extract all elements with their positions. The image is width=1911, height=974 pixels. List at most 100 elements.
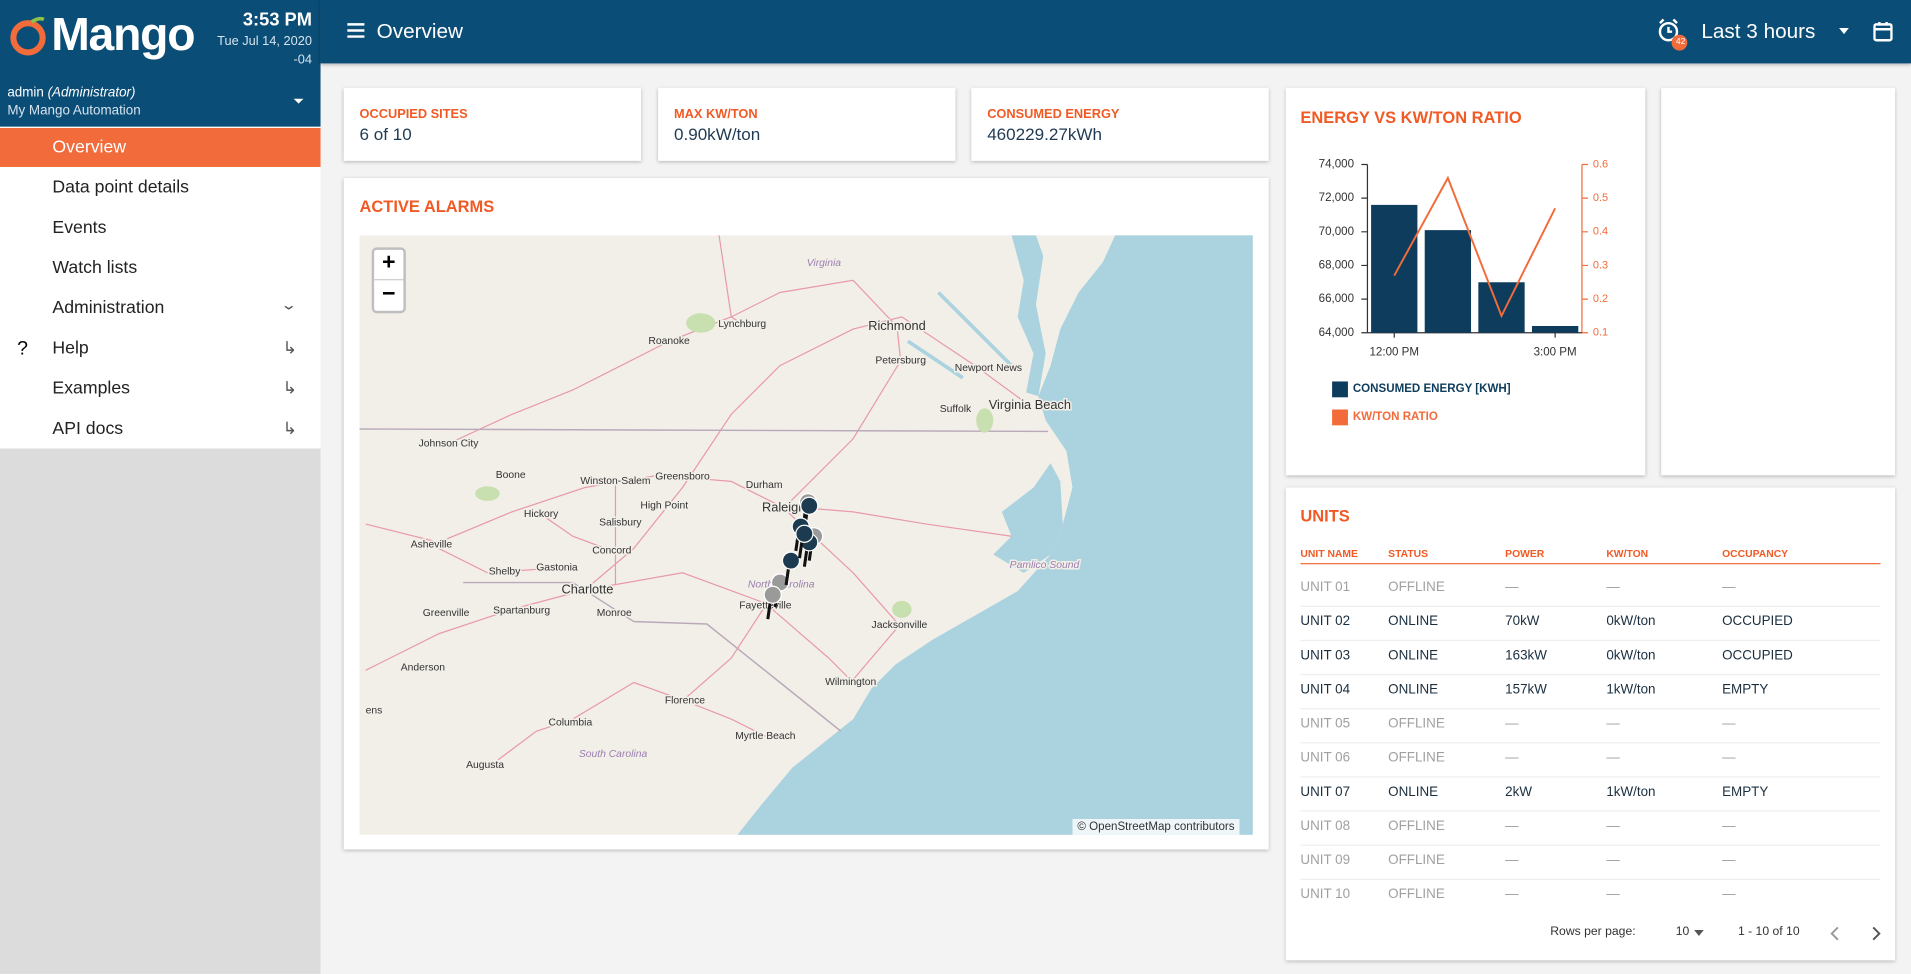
legend-swatch[interactable] (1332, 381, 1348, 398)
y-tick-label: 74,000 (1319, 159, 1354, 171)
cell: OFFLINE (1388, 750, 1445, 766)
map[interactable]: Virginia Lynchburg Richmond Roanoke Petersbu… (359, 235, 1253, 835)
expand-icon[interactable]: ⌄ (280, 296, 298, 314)
org-name: My Mango Automation (7, 103, 141, 119)
map-attribution: © OpenStreetMap contributors (1072, 819, 1240, 835)
marker-head (763, 585, 782, 604)
legend-label[interactable]: CONSUMED ENERGY [KWH] (1353, 383, 1511, 395)
cell: UNIT 01 (1300, 580, 1351, 595)
external-icon[interactable]: ↳ (282, 337, 298, 358)
place-label: Winston-Salem (580, 476, 650, 487)
place-label: Shelby (489, 566, 521, 577)
legend-label[interactable]: KW/TON RATIO (1353, 411, 1438, 423)
rows-per-page[interactable]: 10 (1675, 925, 1690, 939)
nav-icon: ? (17, 339, 28, 361)
place-label: Durham (746, 480, 783, 491)
cell: UNIT 05 (1300, 716, 1351, 732)
alarm-marker[interactable] (763, 585, 782, 620)
cell: 2kW (1505, 784, 1532, 800)
place-label: Fayetteville (739, 600, 792, 611)
external-icon[interactable]: ↳ (282, 418, 298, 438)
cell: — (1505, 750, 1519, 766)
user-role: (Administrator) (47, 85, 136, 100)
place-label: Myrtle Beach (735, 731, 796, 742)
legend-swatch[interactable] (1332, 409, 1348, 426)
user-line[interactable]: admin (Administrator) (7, 85, 135, 100)
cell: UNIT 08 (1300, 819, 1351, 834)
menu-button[interactable] (346, 22, 366, 39)
next-page[interactable] (1870, 926, 1882, 941)
bay (1011, 235, 1046, 397)
clock-tz: -04 (293, 52, 312, 68)
marker-head (800, 496, 819, 515)
sound (993, 463, 1063, 573)
y-tick-label: 70,000 (1319, 226, 1354, 238)
row-divider (1300, 776, 1881, 778)
place-label: Wilmington (825, 677, 876, 688)
nav-item[interactable]: Examples ↳ (0, 369, 321, 408)
cell: — (1722, 853, 1736, 868)
x-tick-label: 12:00 PM (1370, 346, 1419, 358)
column-header: OCCUPANCY (1722, 547, 1789, 560)
place-label: High Point (640, 501, 688, 512)
page-range: 1 - 10 of 10 (1737, 925, 1800, 939)
place-label: Monroe (597, 608, 632, 619)
stat-title: OCCUPIED SITES (359, 107, 468, 122)
units-title: UNITS (1300, 507, 1350, 526)
marker-stem (784, 567, 791, 586)
place-label: South Carolina (579, 749, 648, 760)
state-border (463, 581, 842, 732)
cell: ONLINE (1388, 614, 1439, 629)
time-range-caret[interactable] (1838, 27, 1850, 37)
cell: — (1606, 716, 1620, 732)
nav-item[interactable]: Overview (0, 127, 321, 167)
stat-card: MAX KW/TON 0.90kW/ton (658, 87, 956, 161)
nav-item[interactable]: Data point details (0, 168, 321, 207)
zoom-in[interactable]: + (382, 249, 396, 276)
row-divider (1300, 878, 1881, 880)
row-divider (1300, 708, 1881, 710)
cell: EMPTY (1722, 784, 1769, 800)
cell: OFFLINE (1388, 580, 1445, 595)
cell: 157kW (1505, 682, 1547, 698)
alarm-marker[interactable] (781, 551, 801, 586)
cell: OCCUPIED (1722, 648, 1793, 663)
nav-item[interactable]: Administration ⌄ (0, 289, 321, 328)
cell: UNIT 02 (1300, 614, 1351, 629)
alarm-marker[interactable] (795, 524, 814, 559)
nav-label: API docs (52, 419, 124, 439)
cell: OCCUPIED (1722, 614, 1793, 629)
external-icon[interactable]: ↳ (282, 377, 298, 398)
zoom-out[interactable]: − (374, 279, 404, 309)
nav-item[interactable]: API docs ↳ (0, 410, 321, 449)
nav-item[interactable]: Events (0, 208, 321, 247)
svg-text:?: ? (17, 338, 28, 360)
user-menu-caret[interactable] (293, 96, 305, 106)
row-divider (1300, 605, 1881, 607)
sea (737, 235, 1253, 835)
marker-stem (797, 540, 804, 559)
nav-item[interactable]: ? Help ↳ (0, 329, 321, 368)
cell: 0kW/ton (1606, 614, 1656, 629)
nav-item[interactable]: Watch lists (0, 249, 321, 288)
rows-per-page-caret[interactable] (1694, 929, 1705, 937)
alarm-button[interactable] (1655, 17, 1692, 51)
bar (1371, 204, 1418, 333)
sidebar-filler (0, 448, 321, 974)
nav-label: Administration (52, 298, 165, 319)
cell: — (1505, 580, 1519, 595)
place-label: Salisbury (599, 518, 642, 529)
y-tick-label: 72,000 (1319, 192, 1354, 204)
y2-tick-label: 0.3 (1593, 259, 1608, 271)
time-range[interactable]: Last 3 hours (1701, 19, 1816, 43)
place-label: Greensboro (655, 471, 710, 482)
prev-page[interactable] (1829, 926, 1841, 941)
place-label: Pamlico Sound (1010, 560, 1081, 571)
nav-label: Data point details (52, 177, 189, 198)
cell: — (1505, 819, 1519, 834)
cell: — (1722, 750, 1736, 766)
x-tick-label: 3:00 PM (1534, 346, 1577, 358)
cell: — (1606, 887, 1620, 902)
calendar-button[interactable] (1873, 21, 1893, 43)
row-divider (1300, 673, 1881, 676)
